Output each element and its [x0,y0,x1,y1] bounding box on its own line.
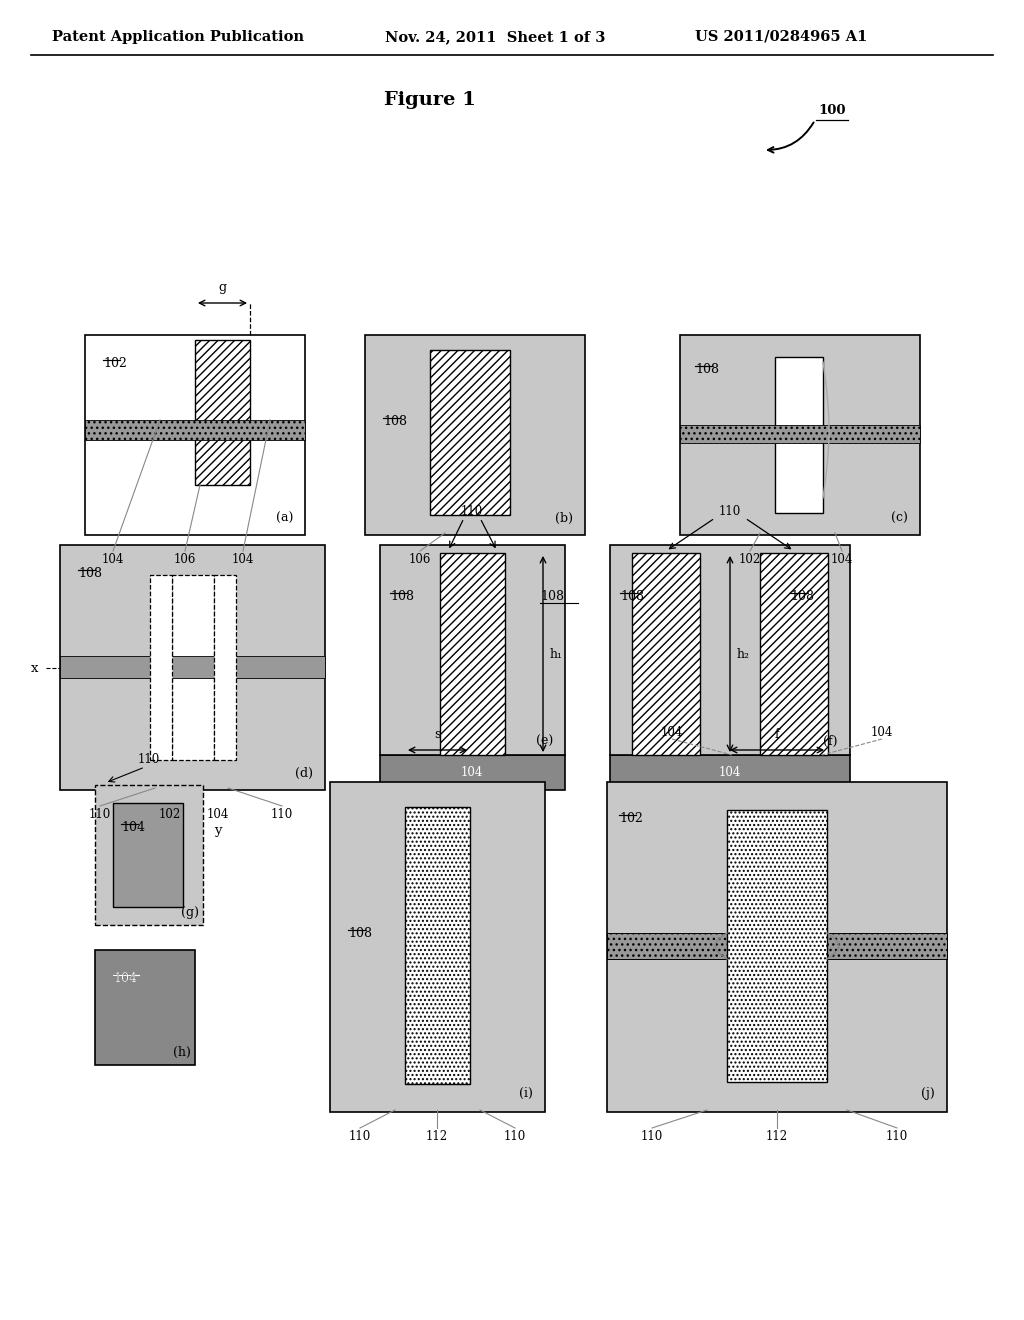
Text: 112: 112 [426,1130,449,1143]
Text: 104: 104 [461,767,483,780]
Text: 104: 104 [660,726,683,739]
Text: 104: 104 [830,553,853,566]
Bar [760,553,828,755]
Bar [195,341,250,484]
Bar [380,545,565,755]
Text: 104: 104 [101,553,124,566]
Bar [60,545,325,789]
Text: (h): (h) [173,1045,191,1059]
Text: 110: 110 [504,1130,526,1143]
Text: 104: 104 [113,972,137,985]
Text: 110: 110 [138,752,160,766]
Text: h₂: h₂ [737,648,750,660]
Text: 110: 110 [641,1130,664,1143]
Text: 108: 108 [383,414,407,428]
Bar [607,781,947,1111]
Bar [610,545,850,755]
Text: Figure 1: Figure 1 [384,91,476,110]
Text: Patent Application Publication: Patent Application Publication [52,30,304,44]
Bar [610,755,850,789]
Text: x: x [31,661,38,675]
Text: 110: 110 [719,506,741,517]
Text: s: s [434,729,440,741]
Bar [150,576,172,760]
Text: g: g [218,281,226,294]
Text: y: y [214,824,222,837]
Text: (e): (e) [536,735,553,748]
Bar [430,350,510,515]
Text: 110: 110 [349,1130,371,1143]
Text: (a): (a) [275,512,293,525]
Bar [775,356,823,513]
Text: 108: 108 [348,927,372,940]
Text: (f): (f) [823,735,838,748]
Bar [85,420,305,440]
Bar [330,781,545,1111]
Bar [607,933,947,960]
Text: (j): (j) [922,1086,935,1100]
Bar [406,807,470,1084]
Text: 108: 108 [390,590,414,603]
Bar [727,810,827,1082]
Bar [95,785,203,925]
Text: US 2011/0284965 A1: US 2011/0284965 A1 [695,30,867,44]
Bar [214,576,236,760]
Text: 102: 102 [618,812,643,825]
Text: 110: 110 [461,506,483,517]
Bar [113,803,183,907]
Text: 108: 108 [790,590,814,603]
Text: 104: 104 [231,553,254,566]
Text: 110: 110 [271,808,293,821]
Bar [60,656,325,678]
Text: (c): (c) [891,512,908,525]
Bar [380,755,565,789]
Text: 108: 108 [695,363,719,376]
Text: 104: 104 [719,767,741,780]
Text: 104: 104 [121,821,145,834]
Bar [95,950,195,1065]
Bar [365,335,585,535]
Text: f: f [775,729,779,741]
Text: Nov. 24, 2011  Sheet 1 of 3: Nov. 24, 2011 Sheet 1 of 3 [385,30,605,44]
Text: 110: 110 [886,1130,908,1143]
Text: 108: 108 [78,568,102,579]
Text: (d): (d) [295,767,313,780]
Bar [680,425,920,444]
Text: 104: 104 [113,972,137,985]
Text: 106: 106 [174,553,197,566]
Text: 100: 100 [818,104,846,117]
Bar [172,576,214,760]
Text: 106: 106 [409,553,431,566]
Bar [440,553,505,755]
Text: (i): (i) [519,1086,534,1100]
Text: 102: 102 [103,356,127,370]
Bar [680,335,920,535]
Text: 102: 102 [159,808,181,821]
Text: 104: 104 [870,726,893,739]
Text: 110: 110 [89,808,112,821]
Text: 104: 104 [207,808,229,821]
Text: h₁: h₁ [550,648,563,660]
Text: (g): (g) [181,906,199,919]
Text: 108: 108 [540,590,564,603]
Text: 112: 112 [766,1130,788,1143]
Text: 102: 102 [739,553,761,566]
Bar [85,335,305,535]
Bar [632,553,700,755]
Text: 108: 108 [620,590,644,603]
Text: (b): (b) [555,512,573,525]
